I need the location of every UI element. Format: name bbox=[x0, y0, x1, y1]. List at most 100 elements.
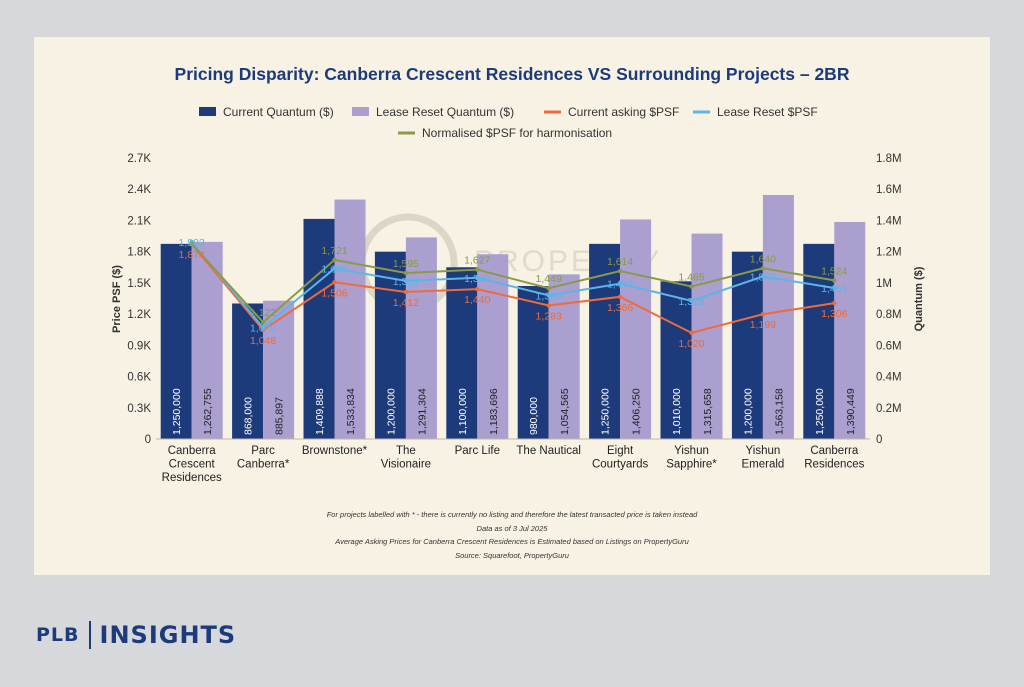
y-tick-label: 0.3K bbox=[127, 403, 151, 415]
bar-value-label: 1,315,658 bbox=[702, 388, 714, 435]
y2-tick-label: 0.6M bbox=[876, 340, 902, 352]
note-line: Source: Squarefoot, PropertyGuru bbox=[455, 550, 569, 560]
bar-value-label: 1,563,158 bbox=[773, 388, 785, 435]
y2-axis-title: Quantum ($) bbox=[913, 266, 925, 331]
brand-plb: PLB bbox=[36, 624, 80, 646]
line-data-label: 1,524 bbox=[821, 265, 847, 277]
series-point bbox=[832, 285, 837, 291]
bar-value-label: 1,010,000 bbox=[671, 388, 683, 435]
y-tick-label: 0 bbox=[145, 434, 151, 446]
line-data-label: 1,506 bbox=[321, 287, 347, 299]
chart-card: Pricing Disparity: Canberra Crescent Res… bbox=[34, 37, 990, 575]
legend-label: Lease Reset Quantum ($) bbox=[376, 105, 514, 119]
series-point bbox=[546, 285, 551, 291]
bar bbox=[731, 251, 763, 439]
bar-value-label: 885,897 bbox=[274, 397, 286, 435]
y-tick-label: 2.1K bbox=[127, 215, 151, 227]
y2-tick-label: 1.8M bbox=[876, 153, 902, 165]
bar bbox=[334, 199, 366, 439]
x-tick-label: The Nautical bbox=[516, 445, 581, 457]
note-line: Data as of 3 Jul 2025 bbox=[476, 523, 548, 533]
bar bbox=[620, 219, 652, 439]
bar bbox=[303, 218, 335, 439]
legend-label: Current Quantum ($) bbox=[223, 105, 334, 119]
series-line bbox=[190, 243, 835, 324]
bar-value-label: 1,406,250 bbox=[631, 388, 643, 435]
line-data-label: 1,465 bbox=[678, 272, 704, 284]
x-tick-label: Parc Life bbox=[455, 445, 500, 457]
x-tick-label: Brownstone* bbox=[302, 445, 368, 457]
y2-tick-label: 0.2M bbox=[876, 403, 902, 415]
y-tick-label: 1.2K bbox=[127, 309, 151, 321]
y-tick-label: 1.8K bbox=[127, 247, 151, 259]
bar bbox=[517, 286, 549, 439]
series-point bbox=[332, 257, 337, 263]
series-point bbox=[475, 275, 480, 280]
x-tick-label: The bbox=[396, 445, 416, 457]
line-data-label: 1,070 bbox=[250, 323, 276, 335]
line-data-label: 1,122 bbox=[250, 307, 276, 319]
series-line bbox=[190, 243, 835, 334]
bar bbox=[374, 251, 406, 439]
bar-value-label: 1,291,304 bbox=[416, 388, 428, 435]
bar-value-label: 1,533,834 bbox=[345, 388, 357, 435]
bar-value-label: 1,200,000 bbox=[385, 388, 397, 435]
bar bbox=[232, 303, 264, 439]
bar bbox=[834, 221, 866, 439]
line-data-label: 1,380 bbox=[536, 290, 562, 302]
bar-value-label: 1,250,000 bbox=[814, 388, 826, 435]
y2-tick-label: 1M bbox=[876, 278, 892, 290]
series-point bbox=[189, 241, 194, 247]
x-tick-label: Yishun bbox=[746, 445, 781, 457]
series-point bbox=[689, 298, 694, 303]
x-tick-label: Eight bbox=[607, 445, 634, 457]
line-data-label: 1,366 bbox=[607, 302, 633, 314]
series-point bbox=[403, 270, 409, 276]
y-tick-label: 1.5K bbox=[127, 278, 151, 290]
line-data-label: 1,638 bbox=[321, 264, 347, 276]
legend-label: Normalised $PSF for harmonisation bbox=[422, 126, 612, 140]
x-tick-label: Emerald bbox=[741, 459, 784, 471]
series-point bbox=[760, 274, 766, 279]
bar-value-label: 1,250,000 bbox=[171, 388, 183, 435]
line-data-label: 1,595 bbox=[393, 258, 419, 270]
bar-value-label: 1,409,888 bbox=[314, 388, 326, 435]
bar-value-label: 1,262,755 bbox=[202, 388, 214, 435]
series-point bbox=[546, 293, 551, 298]
series-point bbox=[617, 281, 623, 286]
line-data-label: 1,614 bbox=[607, 256, 633, 268]
legend-swatch bbox=[199, 107, 216, 116]
bar-value-label: 980,000 bbox=[528, 397, 540, 435]
series-point bbox=[546, 303, 551, 308]
brand-divider bbox=[88, 621, 91, 649]
bar-value-label: 1,183,696 bbox=[488, 388, 500, 435]
x-tick-label: Courtyards bbox=[592, 459, 648, 471]
y-tick-label: 2.7K bbox=[127, 153, 151, 165]
brand-logo: PLB INSIGHTS bbox=[36, 621, 236, 649]
line-data-label: 1,020 bbox=[678, 338, 704, 350]
note-line: Average Asking Prices for Canberra Cresc… bbox=[335, 537, 689, 546]
x-tick-label: Residences bbox=[804, 459, 864, 471]
line-data-label: 1,306 bbox=[821, 308, 847, 320]
line-data-label: 1,048 bbox=[250, 335, 276, 347]
series-point bbox=[403, 289, 409, 295]
series-point bbox=[760, 266, 766, 271]
chart-title: Pricing Disparity: Canberra Crescent Res… bbox=[175, 64, 850, 84]
series-point bbox=[832, 300, 837, 306]
series-point bbox=[689, 330, 694, 336]
line-data-label: 1,449 bbox=[536, 273, 562, 285]
line-data-label: 1,627 bbox=[464, 255, 490, 267]
x-tick-label: Canberra bbox=[168, 445, 217, 457]
line-data-label: 1,562 bbox=[750, 271, 776, 283]
series-point bbox=[617, 294, 623, 300]
bar-value-label: 1,054,565 bbox=[559, 388, 571, 435]
line-data-label: 1,893 bbox=[179, 237, 205, 249]
bar bbox=[660, 281, 692, 439]
line-data-label: 1,721 bbox=[321, 245, 347, 257]
line-data-label: 1,440 bbox=[464, 294, 490, 306]
y2-tick-label: 1.2M bbox=[876, 247, 902, 259]
bar bbox=[160, 243, 192, 439]
note-line: For projects labelled with * - there is … bbox=[326, 510, 698, 519]
line-data-label: 1,283 bbox=[536, 310, 562, 322]
x-tick-label: Yishun bbox=[674, 445, 709, 457]
